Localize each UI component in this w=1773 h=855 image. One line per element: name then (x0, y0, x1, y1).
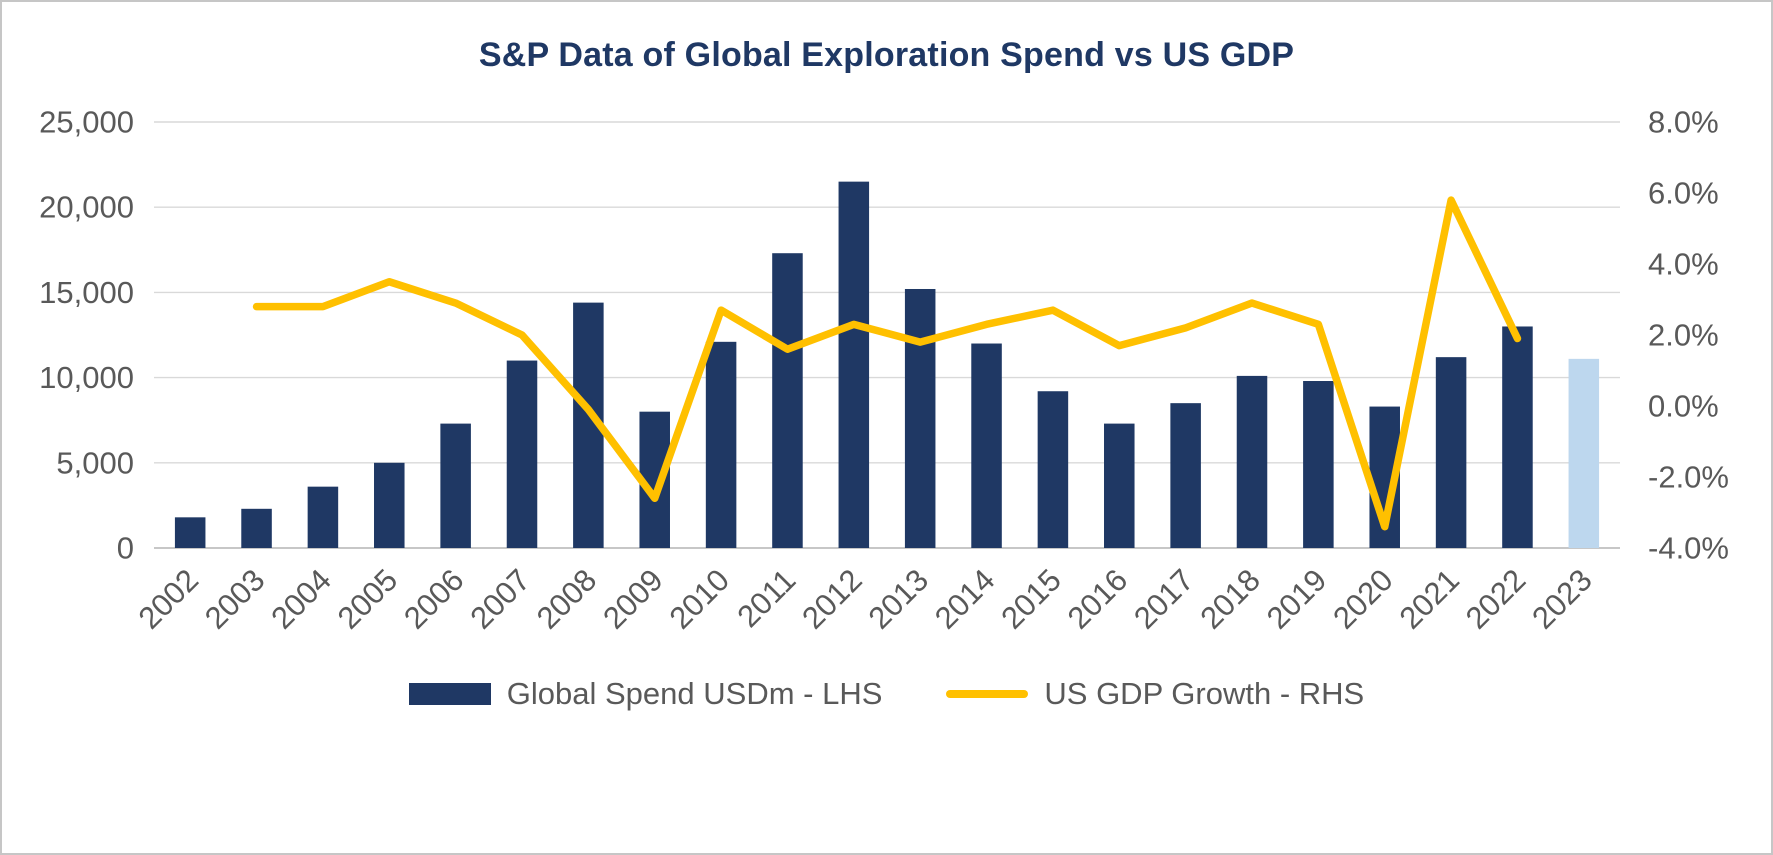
bar-2002 (174, 517, 206, 548)
y-axis-right-tick: -4.0% (1648, 531, 1729, 566)
legend-item-gdp-growth: US GDP Growth - RHS (946, 676, 1364, 712)
x-axis-label-2023: 2023 (1525, 562, 1599, 636)
x-axis-label-2003: 2003 (198, 562, 272, 636)
y-axis-right-tick: -2.0% (1648, 460, 1729, 495)
y-axis-left-tick: 20,000 (39, 190, 134, 225)
x-axis-label-2007: 2007 (463, 562, 537, 636)
bar-2019 (1303, 381, 1334, 548)
x-axis-label-2012: 2012 (795, 562, 869, 636)
bar-2016 (1104, 423, 1135, 548)
bar-2015 (1037, 391, 1069, 548)
bar-2021 (1435, 357, 1467, 548)
bar-2022 (1502, 326, 1533, 548)
x-axis-label-2015: 2015 (994, 562, 1068, 636)
y-axis-left-tick: 5,000 (56, 445, 134, 480)
bar-2023 (1568, 358, 1600, 548)
x-axis-label-2014: 2014 (928, 562, 1002, 636)
y-axis-left-tick: 15,000 (39, 275, 134, 310)
bar-2013 (904, 288, 936, 548)
gdp-growth-line (252, 196, 1522, 531)
legend-label-gdp-growth: US GDP Growth - RHS (1044, 676, 1365, 711)
bar-2007 (506, 360, 538, 548)
x-axis-label-2005: 2005 (331, 562, 405, 636)
x-axis-label-2016: 2016 (1061, 562, 1135, 636)
legend-swatch-bar (408, 683, 491, 705)
y-axis-right-tick: 0.0% (1648, 389, 1719, 424)
x-axis-label-2021: 2021 (1393, 562, 1467, 636)
y-axis-right-tick: 6.0% (1648, 176, 1719, 211)
bar-2012 (838, 181, 870, 548)
bar-2017 (1170, 403, 1201, 548)
x-axis-label-2013: 2013 (862, 562, 936, 636)
legend-item-global-spend: Global Spend USDm - LHS (408, 676, 883, 712)
x-axis-label-2002: 2002 (132, 562, 206, 636)
x-axis-label-2010: 2010 (663, 562, 737, 636)
y-axis-left-tick: 0 (117, 531, 134, 566)
bar-2004 (307, 486, 339, 548)
bar-2018 (1236, 375, 1268, 548)
y-axis-left-tick: 10,000 (39, 360, 134, 395)
x-axis-label-2020: 2020 (1326, 562, 1400, 636)
bar-2014 (971, 343, 1002, 548)
bar-2010 (705, 341, 737, 548)
bar-2011 (772, 253, 803, 548)
x-axis-label-2006: 2006 (397, 562, 471, 636)
legend-label-global-spend: Global Spend USDm - LHS (506, 676, 883, 711)
x-axis-label-2019: 2019 (1260, 562, 1334, 636)
y-axis-left-tick: 25,000 (39, 105, 134, 140)
legend-swatch-line (946, 690, 1029, 698)
y-axis-right-tick: 8.0% (1648, 105, 1719, 140)
y-axis-right-tick: 4.0% (1648, 247, 1719, 282)
x-axis-label-2004: 2004 (264, 562, 338, 636)
bar-2003 (241, 508, 272, 548)
x-axis-label-2018: 2018 (1193, 562, 1267, 636)
x-axis-label-2008: 2008 (530, 562, 604, 636)
legend: Global Spend USDm - LHS US GDP Growth - … (2, 676, 1771, 712)
x-axis-label-2011: 2011 (731, 562, 803, 634)
x-axis-label-2009: 2009 (596, 562, 670, 636)
chart-title: S&P Data of Global Exploration Spend vs … (478, 36, 1295, 74)
x-axis-label-2022: 2022 (1459, 562, 1533, 636)
y-axis-right-tick: 2.0% (1648, 318, 1719, 353)
x-axis-label-2017: 2017 (1127, 562, 1201, 636)
bar-2006 (440, 423, 471, 548)
bar-2005 (374, 462, 405, 548)
